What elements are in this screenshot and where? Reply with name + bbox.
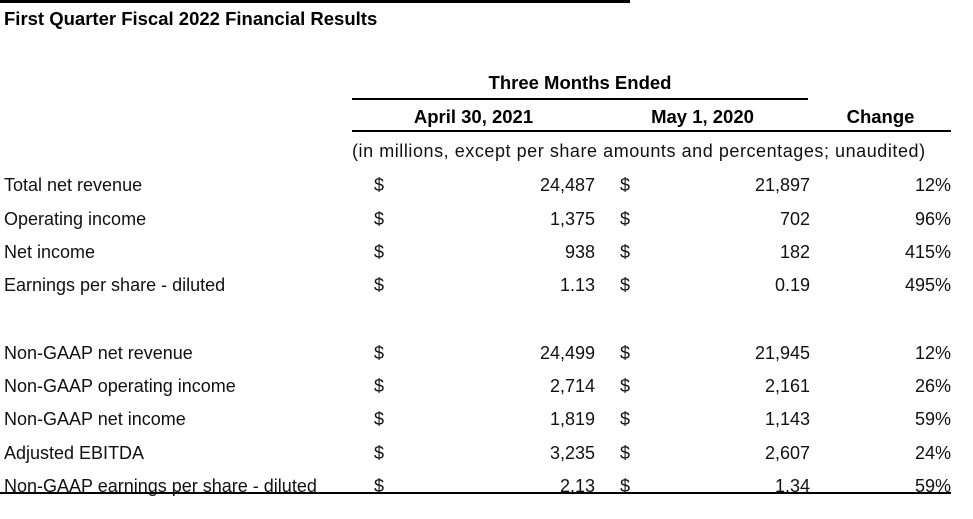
table-row: Non-GAAP net revenue $ 24,499 $ 21,945 1…	[4, 336, 951, 369]
table-row: Non-GAAP net income $ 1,819 $ 1,143 59%	[4, 403, 951, 436]
period2-value: 21,897	[754, 175, 810, 196]
period2-value: 2,607	[764, 442, 810, 463]
units-note: (in millions, except per share amounts a…	[352, 141, 926, 161]
row-label: Non-GAAP operating income	[4, 375, 236, 396]
column-header-change: Change	[846, 106, 915, 127]
period1-value: 2,714	[549, 375, 595, 396]
bottom-border-rule	[0, 492, 951, 494]
currency-symbol: $	[374, 342, 385, 363]
period1-cell: $ 1,819	[352, 409, 595, 430]
table-row: Earnings per share - diluted $ 1.13 $ 0.…	[4, 269, 951, 302]
row-label: Total net revenue	[4, 175, 143, 196]
period1-cell: $ 3,235	[352, 443, 595, 464]
currency-symbol: $	[620, 175, 631, 196]
change-value: 59%	[914, 475, 951, 496]
change-value: 12%	[914, 342, 951, 363]
change-value: 26%	[914, 375, 951, 396]
period2-value: 182	[779, 241, 810, 262]
period1-value: 1.13	[559, 275, 595, 296]
period1-cell: $ 2,714	[352, 376, 595, 397]
period1-cell: $ 24,487	[352, 175, 595, 196]
row-label: Non-GAAP earnings per share - diluted	[4, 475, 317, 496]
period2-value: 1.34	[774, 475, 810, 496]
period1-value: 2.13	[559, 475, 595, 496]
row-label: Non-GAAP net revenue	[4, 342, 193, 363]
period1-value: 3,235	[549, 442, 595, 463]
column-header-period1: April 30, 2021	[413, 106, 534, 127]
currency-symbol: $	[374, 175, 385, 196]
period1-cell: $ 938	[352, 242, 595, 263]
period2-value: 21,945	[754, 342, 810, 363]
period2-cell: $ 21,897	[595, 175, 810, 196]
currency-symbol: $	[620, 442, 631, 463]
table-row: Total net revenue $ 24,487 $ 21,897 12%	[4, 169, 951, 202]
period1-cell: $ 1,375	[352, 209, 595, 230]
period2-cell: $ 0.19	[595, 275, 810, 296]
table-row: Operating income $ 1,375 $ 702 96%	[4, 202, 951, 235]
table-row: Non-GAAP operating income $ 2,714 $ 2,16…	[4, 370, 951, 403]
row-label: Operating income	[4, 208, 147, 229]
row-label: Non-GAAP net income	[4, 409, 186, 430]
page-title: First Quarter Fiscal 2022 Financial Resu…	[4, 8, 378, 29]
table-row: Net income $ 938 $ 182 415%	[4, 236, 951, 269]
currency-symbol: $	[620, 241, 631, 262]
period2-cell: $ 2,607	[595, 443, 810, 464]
period-spanner-header: Three Months Ended	[488, 72, 672, 93]
column-header-rule	[352, 130, 951, 132]
change-value: 12%	[914, 175, 951, 196]
table-body: Total net revenue $ 24,487 $ 21,897 12% …	[4, 169, 951, 503]
top-border-rule	[0, 0, 630, 3]
currency-symbol: $	[374, 241, 385, 262]
period2-cell: $ 702	[595, 209, 810, 230]
row-label: Adjusted EBITDA	[4, 442, 145, 463]
period2-value: 2,161	[764, 375, 810, 396]
period2-cell: $ 21,945	[595, 343, 810, 364]
change-value: 96%	[914, 208, 951, 229]
non-gaap-results-group: Non-GAAP net revenue $ 24,499 $ 21,945 1…	[4, 336, 951, 503]
currency-symbol: $	[620, 275, 631, 296]
currency-symbol: $	[620, 208, 631, 229]
period1-value: 24,487	[539, 175, 595, 196]
period1-cell: $ 24,499	[352, 343, 595, 364]
currency-symbol: $	[620, 375, 631, 396]
period1-cell: $ 1.13	[352, 275, 595, 296]
currency-symbol: $	[374, 275, 385, 296]
period2-value: 702	[779, 208, 810, 229]
column-header-period2: May 1, 2020	[651, 106, 754, 127]
currency-symbol: $	[620, 475, 631, 496]
currency-symbol: $	[620, 409, 631, 430]
period2-cell: $ 1.34	[595, 476, 810, 497]
period2-value: 1,143	[764, 409, 810, 430]
currency-symbol: $	[620, 342, 631, 363]
gaap-results-group: Total net revenue $ 24,487 $ 21,897 12% …	[4, 169, 951, 302]
change-value: 415%	[904, 241, 951, 262]
period2-cell: $ 2,161	[595, 376, 810, 397]
period1-value: 24,499	[539, 342, 595, 363]
period1-value: 938	[564, 241, 595, 262]
period-spanner-rule	[352, 98, 808, 100]
currency-symbol: $	[374, 475, 385, 496]
period1-value: 1,375	[549, 208, 595, 229]
period1-cell: $ 2.13	[352, 476, 595, 497]
row-label: Earnings per share - diluted	[4, 275, 226, 296]
period1-value: 1,819	[549, 409, 595, 430]
currency-symbol: $	[374, 442, 385, 463]
currency-symbol: $	[374, 409, 385, 430]
row-label: Net income	[4, 241, 96, 262]
change-value: 495%	[904, 275, 951, 296]
table-row: Adjusted EBITDA $ 3,235 $ 2,607 24%	[4, 436, 951, 469]
currency-symbol: $	[374, 375, 385, 396]
period2-value: 0.19	[774, 275, 810, 296]
currency-symbol: $	[374, 208, 385, 229]
period2-cell: $ 1,143	[595, 409, 810, 430]
change-value: 24%	[914, 442, 951, 463]
period2-cell: $ 182	[595, 242, 810, 263]
table-row: Non-GAAP earnings per share - diluted $ …	[4, 470, 951, 503]
change-value: 59%	[914, 409, 951, 430]
